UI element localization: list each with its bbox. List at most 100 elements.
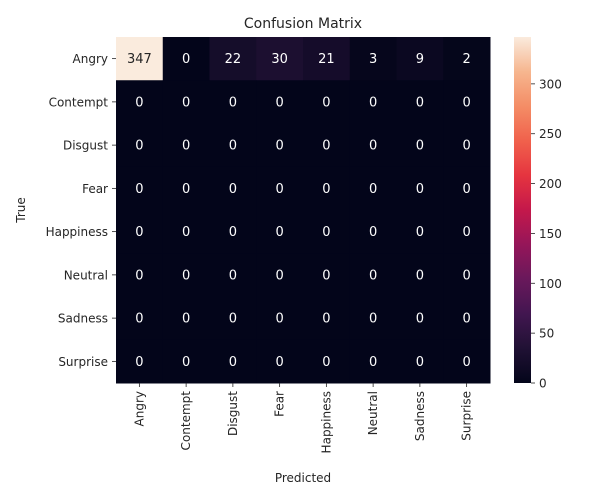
cell-value-label: 0 bbox=[462, 312, 470, 327]
heatmap-cell bbox=[396, 166, 444, 211]
heatmap-cell bbox=[116, 37, 164, 81]
heatmap-cell bbox=[162, 166, 210, 211]
heatmap-cell bbox=[443, 296, 491, 341]
heatmap-cell bbox=[396, 37, 444, 81]
heatmap-cell bbox=[256, 339, 304, 384]
cell-value-label: 0 bbox=[229, 355, 237, 370]
cell-value-label: 0 bbox=[416, 182, 424, 197]
cell-value-label: 0 bbox=[275, 225, 283, 240]
x-tick-label: Neutral bbox=[366, 391, 380, 435]
heatmap-cell bbox=[116, 253, 164, 297]
y-tick-label: Surprise bbox=[58, 355, 108, 369]
heatmap-cell bbox=[256, 37, 304, 81]
heatmap-cell bbox=[162, 37, 210, 81]
cell-value-label: 0 bbox=[182, 312, 190, 327]
cell-value-label: 0 bbox=[135, 355, 143, 370]
cell-value-label: 21 bbox=[318, 52, 335, 67]
heatmap-cell bbox=[349, 80, 397, 124]
y-tick-label: Fear bbox=[82, 182, 108, 196]
heatmap-cell bbox=[162, 339, 210, 384]
heatmap-cell bbox=[162, 253, 210, 297]
colorbar-tick-label: 50 bbox=[539, 327, 554, 341]
cell-value-labels: 347 0 22 30 21 3 9 2 0 0 0 0 0 0 0 0 0 0 0 0 0 0 0 0 0 0 0 0 0 0 0 0 0 0 0… bbox=[127, 52, 471, 370]
cell-value-label: 0 bbox=[229, 225, 237, 240]
x-axis-ticks: Angry Contempt Disgust Fear Happiness Neutral… bbox=[132, 383, 474, 453]
cell-value-label: 0 bbox=[275, 268, 283, 283]
heatmap-cell bbox=[396, 123, 444, 168]
x-tick-label: Angry bbox=[132, 391, 146, 426]
heatmap-cell bbox=[396, 80, 444, 124]
y-tick-label: Contempt bbox=[49, 95, 109, 109]
x-tick-label: Contempt bbox=[179, 391, 193, 451]
cell-value-label: 0 bbox=[416, 268, 424, 283]
heatmap-cell bbox=[116, 80, 164, 124]
cell-value-label: 0 bbox=[322, 312, 330, 327]
cell-value-label: 30 bbox=[271, 52, 288, 67]
colorbar: 0 50 100 150 200 250 300 bbox=[514, 37, 562, 391]
heatmap-cell bbox=[303, 339, 351, 384]
cell-value-label: 9 bbox=[416, 52, 424, 67]
heatmap-cell bbox=[303, 296, 351, 341]
cell-value-label: 0 bbox=[135, 225, 143, 240]
cell-value-label: 0 bbox=[182, 355, 190, 370]
heatmap-cells bbox=[116, 37, 491, 384]
cell-value-label: 0 bbox=[135, 95, 143, 110]
y-tick-label: Angry bbox=[73, 52, 108, 66]
colorbar-tick-label: 300 bbox=[539, 77, 562, 91]
heatmap-cell bbox=[303, 123, 351, 168]
y-tick-label: Happiness bbox=[46, 225, 108, 239]
heatmap-cell bbox=[256, 166, 304, 211]
heatmap-cell bbox=[209, 166, 257, 211]
cell-value-label: 0 bbox=[462, 225, 470, 240]
cell-value-label: 0 bbox=[275, 355, 283, 370]
heatmap-cell bbox=[443, 210, 491, 254]
x-tick-label: Sadness bbox=[413, 391, 427, 441]
heatmap-cell bbox=[209, 296, 257, 341]
cell-value-label: 0 bbox=[135, 182, 143, 197]
cell-value-label: 0 bbox=[229, 139, 237, 154]
heatmap-cell bbox=[209, 37, 257, 81]
colorbar-tick-label: 200 bbox=[539, 177, 562, 191]
cell-value-label: 0 bbox=[182, 52, 190, 67]
colorbar-tick-label: 0 bbox=[539, 377, 547, 391]
cell-value-label: 0 bbox=[229, 95, 237, 110]
heatmap-cell bbox=[396, 339, 444, 384]
heatmap-cell bbox=[396, 253, 444, 297]
heatmap-cell bbox=[396, 296, 444, 341]
heatmap-cell bbox=[303, 166, 351, 211]
heatmap-cell bbox=[349, 37, 397, 81]
cell-value-label: 0 bbox=[275, 95, 283, 110]
cell-value-label: 0 bbox=[322, 182, 330, 197]
cell-value-label: 0 bbox=[182, 95, 190, 110]
cell-value-label: 0 bbox=[322, 139, 330, 154]
cell-value-label: 0 bbox=[275, 182, 283, 197]
x-tick-label: Fear bbox=[273, 391, 287, 417]
cell-value-label: 0 bbox=[462, 355, 470, 370]
cell-value-label: 0 bbox=[182, 182, 190, 197]
heatmap-cell bbox=[209, 253, 257, 297]
heatmap-cell bbox=[256, 253, 304, 297]
heatmap-cell bbox=[443, 37, 491, 81]
heatmap-cell bbox=[256, 296, 304, 341]
heatmap-cell bbox=[443, 123, 491, 168]
heatmap-cell bbox=[116, 166, 164, 211]
heatmap-cell bbox=[443, 339, 491, 384]
colorbar-tick-label: 100 bbox=[539, 277, 562, 291]
x-tick-label: Disgust bbox=[226, 391, 240, 436]
cell-value-label: 0 bbox=[416, 312, 424, 327]
heatmap-cell bbox=[162, 80, 210, 124]
chart-title: Confusion Matrix bbox=[244, 16, 362, 32]
cell-value-label: 0 bbox=[462, 95, 470, 110]
heatmap-cell bbox=[116, 296, 164, 341]
heatmap-cell bbox=[256, 210, 304, 254]
heatmap-cell bbox=[396, 210, 444, 254]
heatmap-cell bbox=[303, 210, 351, 254]
cell-value-label: 2 bbox=[462, 52, 470, 67]
heatmap-cell bbox=[349, 339, 397, 384]
cell-value-label: 0 bbox=[229, 268, 237, 283]
heatmap-cell bbox=[162, 296, 210, 341]
cell-value-label: 3 bbox=[369, 52, 377, 67]
cell-value-label: 0 bbox=[182, 268, 190, 283]
cell-value-label: 0 bbox=[369, 225, 377, 240]
